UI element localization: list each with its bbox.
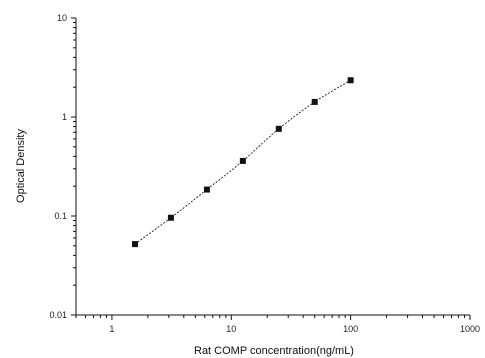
data-point bbox=[311, 98, 318, 105]
x-tick-label: 100 bbox=[343, 324, 358, 334]
data-points bbox=[131, 77, 354, 248]
data-point bbox=[347, 77, 354, 84]
data-point bbox=[239, 157, 246, 164]
data-point bbox=[275, 125, 282, 132]
data-point bbox=[203, 186, 210, 193]
y-axis-title: Optical Density bbox=[15, 129, 27, 203]
y-tick-label: 10 bbox=[57, 13, 67, 23]
x-tick-label: 1000 bbox=[460, 324, 480, 334]
y-tick-label: 0.1 bbox=[54, 211, 67, 221]
axis-ticks bbox=[71, 17, 471, 320]
x-tick-label: 1 bbox=[109, 324, 114, 334]
data-point bbox=[167, 214, 174, 221]
data-point bbox=[131, 241, 138, 248]
tick-labels: 1 10 100 1000 0.01 0.1 1 10 bbox=[49, 13, 480, 334]
y-tick-label: 0.01 bbox=[49, 310, 67, 320]
x-axis-title: Rat COMP concentration(ng/mL) bbox=[194, 345, 354, 357]
y-tick-label: 1 bbox=[62, 112, 67, 122]
x-tick-label: 10 bbox=[226, 324, 236, 334]
